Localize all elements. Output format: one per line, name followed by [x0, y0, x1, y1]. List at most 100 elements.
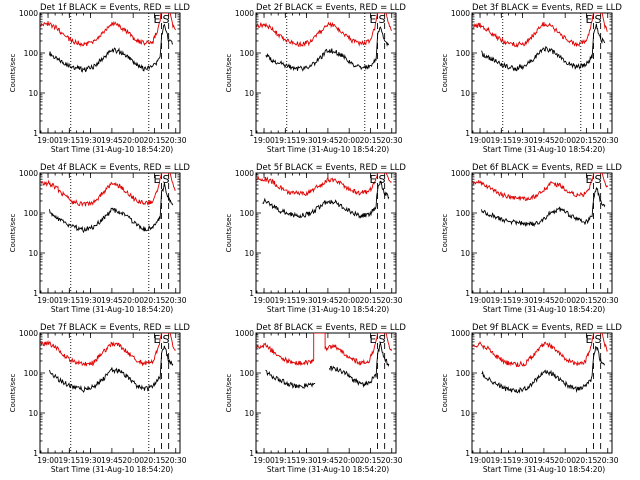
events-series-line: [49, 182, 174, 234]
y-tick-label: 10: [244, 89, 254, 98]
plot-frame: [39, 332, 181, 454]
y-tick-label: 10: [28, 409, 38, 418]
y-tick-label: 1: [465, 289, 470, 298]
panel-title: Det 2f BLACK = Events, RED = LLD: [256, 3, 406, 13]
flag-s-label: S: [163, 13, 170, 26]
y-axis-label: Counts/sec: [441, 214, 449, 253]
flag-e-label: E: [154, 13, 161, 26]
flag-e-label: E: [586, 13, 593, 26]
x-tick-label: 20:30: [381, 136, 403, 145]
x-tick-label: 19:00: [37, 136, 59, 145]
x-tick-label: 20:30: [597, 456, 619, 465]
x-tick-label: 20:15: [576, 456, 598, 465]
events-series-line: [262, 180, 390, 219]
y-axis-label: Counts/sec: [9, 54, 17, 93]
x-tick-label: 19:15: [491, 296, 513, 305]
y-tick-label: 1000: [235, 169, 254, 178]
flag-e-label: E: [586, 173, 593, 186]
x-tick-label: 20:00: [122, 456, 144, 465]
y-tick-label: 100: [456, 49, 471, 58]
x-tick-label: 19:00: [469, 136, 491, 145]
y-tick-label: 1000: [451, 329, 470, 338]
x-tick-label: 19:45: [533, 296, 555, 305]
x-tick-label: 19:15: [275, 136, 297, 145]
x-tick-label: 19:45: [533, 136, 555, 145]
x-tick-label: 19:00: [37, 296, 59, 305]
x-tick-label: 19:30: [512, 296, 534, 305]
detector-panel-2: Det 2f BLACK = Events, RED = LLD 1 10 100 10…: [225, 3, 406, 154]
y-tick-label: 10: [460, 249, 470, 258]
x-axis-label: Start Time (31-Aug-10 18:54:20): [483, 465, 605, 474]
detector-panel-6: Det 6f BLACK = Events, RED = LLD 1 10 100 10…: [441, 163, 622, 314]
y-tick-label: 100: [24, 49, 39, 58]
flag-e-label: E: [370, 173, 377, 186]
lld-series-line: [256, 173, 392, 197]
x-tick-label: 20:15: [360, 136, 382, 145]
x-tick-label: 19:00: [469, 296, 491, 305]
flag-s-label: S: [595, 13, 602, 26]
y-tick-label: 1: [33, 129, 38, 138]
flag-s-label: S: [379, 173, 386, 186]
x-tick-label: 19:30: [296, 296, 318, 305]
events-series-line: [481, 345, 605, 394]
y-tick-label: 100: [240, 209, 255, 218]
x-tick-label: 19:00: [253, 136, 275, 145]
panel-title: Det 6f BLACK = Events, RED = LLD: [472, 163, 622, 173]
detector-panel-5: Det 5f BLACK = Events, RED = LLD 1 10 100 10…: [225, 163, 406, 314]
detector-panel-1: Det 1f BLACK = Events, RED = LLD 1 10 100 10…: [9, 3, 190, 154]
y-tick-label: 1: [33, 449, 38, 458]
flag-s-label: S: [379, 13, 386, 26]
panel-title: Det 3f BLACK = Events, RED = LLD: [472, 3, 622, 13]
lld-series-line: [256, 13, 393, 48]
x-tick-label: 20:15: [576, 136, 598, 145]
y-tick-label: 1000: [19, 169, 38, 178]
detector-panel-3: Det 3f BLACK = Events, RED = LLD 1 10 100 10…: [441, 3, 622, 154]
x-tick-label: 20:00: [338, 136, 360, 145]
detector-panel-9: Det 9f BLACK = Events, RED = LLD 1 10 100 10…: [441, 323, 622, 474]
y-tick-label: 100: [456, 209, 471, 218]
detector-panel-7: Det 7f BLACK = Events, RED = LLD 1 10 100 10…: [9, 323, 190, 474]
y-tick-label: 10: [244, 249, 254, 258]
flag-e-label: E: [586, 333, 593, 346]
x-tick-label: 20:30: [381, 456, 403, 465]
x-tick-label: 20:30: [165, 456, 187, 465]
plot-frame: [39, 172, 181, 294]
y-tick-label: 1: [465, 449, 470, 458]
plot-frame: [255, 332, 397, 454]
x-tick-label: 19:15: [59, 136, 81, 145]
y-tick-label: 10: [460, 89, 470, 98]
x-tick-label: 19:00: [253, 456, 275, 465]
events-series-line: [49, 345, 174, 393]
y-tick-label: 10: [460, 409, 470, 418]
x-tick-label: 20:15: [144, 296, 166, 305]
y-tick-label: 1: [249, 449, 254, 458]
y-tick-label: 100: [240, 49, 255, 58]
y-tick-label: 100: [24, 369, 39, 378]
x-tick-label: 20:30: [597, 296, 619, 305]
flag-s-label: S: [163, 173, 170, 186]
y-axis-label: Counts/sec: [441, 374, 449, 413]
flag-s-label: S: [595, 173, 602, 186]
events-series-line: [481, 23, 606, 72]
x-tick-label: 19:00: [469, 456, 491, 465]
y-tick-label: 1: [33, 289, 38, 298]
flag-e-label: E: [154, 333, 161, 346]
x-axis-label: Start Time (31-Aug-10 18:54:20): [51, 305, 173, 314]
flag-s-label: S: [163, 333, 170, 346]
events-series-line: [265, 26, 390, 72]
panel-title: Det 7f BLACK = Events, RED = LLD: [40, 323, 190, 333]
flag-e-label: E: [370, 333, 377, 346]
x-tick-label: 19:45: [101, 136, 123, 145]
x-tick-label: 20:00: [338, 456, 360, 465]
lld-series-line: [472, 333, 608, 368]
y-tick-label: 10: [28, 249, 38, 258]
y-tick-label: 1000: [235, 329, 254, 338]
flag-s-label: S: [379, 333, 386, 346]
panel-title: Det 5f BLACK = Events, RED = LLD: [256, 163, 406, 173]
x-axis-label: Start Time (31-Aug-10 18:54:20): [483, 305, 605, 314]
x-tick-label: 20:30: [165, 296, 187, 305]
x-tick-label: 20:30: [165, 136, 187, 145]
x-tick-label: 19:45: [317, 296, 339, 305]
x-tick-label: 20:00: [554, 456, 576, 465]
